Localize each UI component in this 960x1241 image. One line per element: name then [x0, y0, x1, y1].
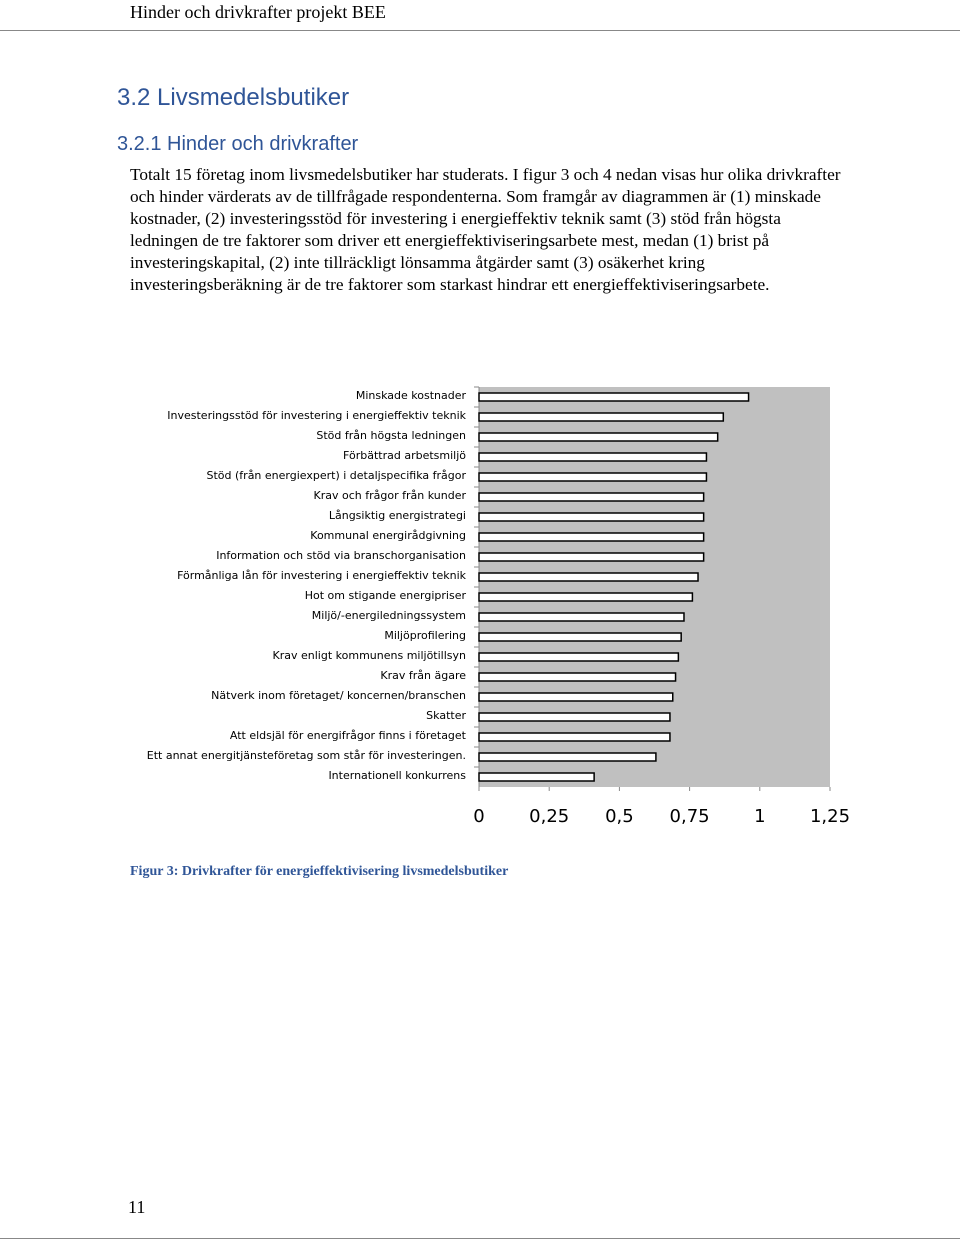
bar	[478, 732, 671, 742]
bar	[478, 692, 674, 702]
bar	[478, 492, 705, 502]
subsection-heading: 3.2.1 Hinder och drivkrafter	[117, 133, 359, 155]
plot-background	[479, 387, 830, 787]
x-tick-label: 1,25	[810, 806, 850, 827]
y-tick-label: Krav och frågor från kunder	[314, 489, 467, 502]
y-tick-label: Minskade kostnader	[356, 389, 467, 402]
y-tick-label: Långsiktig energistrategi	[329, 509, 466, 522]
bar	[478, 632, 682, 642]
y-tick-label: Kommunal energirådgivning	[310, 529, 466, 542]
header-rule	[0, 30, 960, 31]
y-tick-label: Att eldsjäl för energifrågor finns i för…	[230, 729, 467, 742]
bar	[478, 532, 705, 542]
y-tick-label: Information och stöd via branschorganisa…	[216, 549, 466, 562]
y-tick-label: Förbättrad arbetsmiljö	[343, 449, 466, 462]
bar	[478, 452, 708, 462]
x-tick-label: 0,25	[529, 806, 569, 827]
bar	[478, 392, 750, 402]
bar	[478, 672, 677, 682]
y-tick-label: Förmånliga lån för investering i energie…	[177, 569, 467, 582]
x-tick-label: 0	[473, 806, 484, 827]
bar	[478, 432, 719, 442]
bar	[478, 592, 694, 602]
bar	[478, 712, 671, 722]
bar	[478, 772, 595, 782]
page-number: 11	[128, 1197, 146, 1217]
bar	[478, 412, 725, 422]
bar	[478, 572, 699, 582]
y-tick-label: Skatter	[426, 709, 466, 722]
bar	[478, 472, 708, 482]
y-tick-label: Internationell konkurrens	[328, 769, 466, 782]
y-tick-label: Krav enligt kommunens miljötillsyn	[273, 649, 467, 662]
y-tick-label: Krav från ägare	[380, 669, 466, 682]
y-tick-label: Stöd från högsta ledningen	[316, 429, 466, 442]
bar	[478, 652, 680, 662]
y-tick-label: Stöd (från energiexpert) i detaljspecifi…	[207, 469, 467, 482]
footer-rule	[0, 1238, 960, 1239]
bar	[478, 612, 685, 622]
bar	[478, 512, 705, 522]
y-tick-label: Miljö/-energiledningssystem	[312, 609, 466, 622]
y-tick-label: Hot om stigande energipriser	[305, 589, 467, 602]
x-tick-label: 0,75	[670, 806, 710, 827]
bar	[478, 752, 657, 762]
figure-caption: Figur 3: Drivkrafter för energieffektivi…	[130, 864, 509, 879]
y-tick-label: Ett annat energitjänsteföretag som står …	[147, 749, 466, 762]
section-heading: 3.2 Livsmedelsbutiker	[117, 84, 350, 111]
bar	[478, 552, 705, 562]
y-tick-label: Miljöprofilering	[384, 629, 466, 642]
page-header: Hinder och drivkrafter projekt BEE	[130, 2, 386, 22]
paragraph: Totalt 15 företag inom livsmedelsbutiker…	[130, 165, 841, 294]
y-tick-label: Nätverk inom företaget/ koncernen/bransc…	[211, 689, 466, 702]
chart: 0 0,25 0,5 0,75 1 1,25 Minskade kostnader Inves…	[147, 386, 850, 827]
x-tick-label: 0,5	[605, 806, 634, 827]
y-tick-label: Investeringsstöd för investering i energ…	[167, 409, 466, 422]
x-tick-label: 1	[754, 806, 765, 827]
